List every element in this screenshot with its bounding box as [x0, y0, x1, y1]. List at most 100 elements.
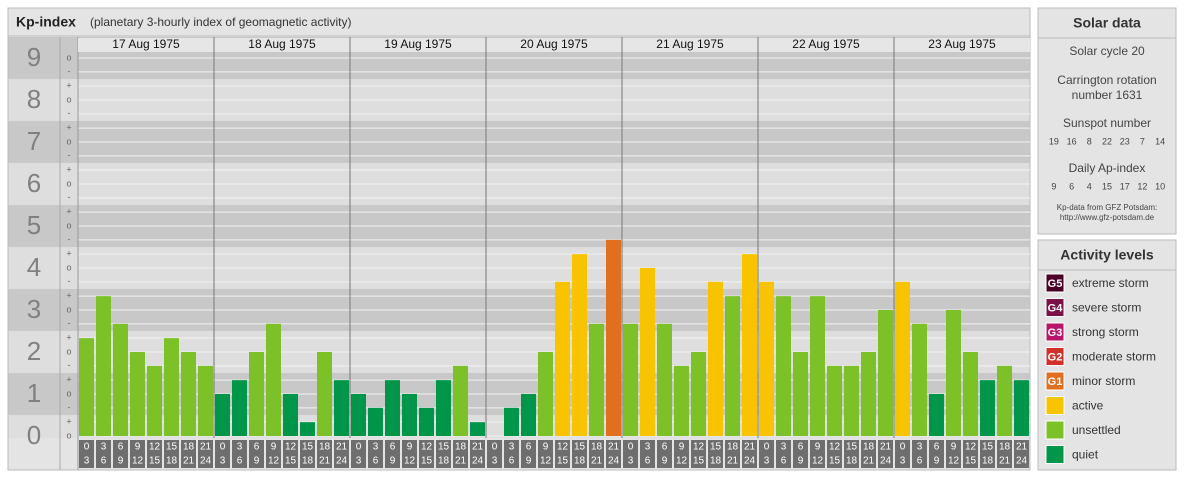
hour-label: 15 [438, 442, 450, 453]
legend-badge: G4 [1048, 302, 1064, 314]
hour-box [215, 440, 230, 468]
bar [878, 310, 893, 436]
hour-label: 3 [237, 442, 243, 453]
hour-label: 18 [999, 442, 1011, 453]
minor-tick-label: - [68, 192, 71, 202]
minor-tick-label: + [66, 291, 71, 301]
bar [963, 352, 978, 436]
title-bar [7, 7, 1031, 37]
hour-label: 15 [965, 456, 977, 467]
hour-box [402, 440, 417, 468]
hour-label: 12 [829, 442, 841, 453]
bar [589, 323, 604, 436]
hour-box [453, 440, 468, 468]
hour-label: 18 [438, 456, 450, 467]
minor-tick-label: o [66, 304, 71, 314]
hour-label: 15 [302, 442, 314, 453]
solar-header [1037, 7, 1177, 39]
hour-box [96, 440, 111, 468]
hour-label: 6 [237, 456, 243, 467]
bar [640, 268, 655, 436]
y-tick-label: 8 [27, 84, 41, 114]
hour-label: 9 [526, 456, 532, 467]
hour-label: 9 [543, 442, 549, 453]
chart-subtitle: (planetary 3-hourly index of geomagnetic… [90, 15, 351, 29]
hour-label: 18 [863, 442, 875, 453]
hour-label: 12 [268, 456, 280, 467]
hour-label: 12 [404, 456, 416, 467]
hour-box [912, 440, 927, 468]
hour-label: 21 [608, 442, 620, 453]
bar [334, 380, 349, 436]
minor-tick-label: + [66, 165, 71, 175]
bar [759, 281, 774, 436]
hour-label: 12 [557, 442, 569, 453]
hour-label: 0 [220, 442, 226, 453]
minor-tick-label: - [68, 150, 71, 160]
source: Kp-data from GFZ Potsdam: [1057, 203, 1157, 212]
solar-value: 6 [1069, 181, 1074, 191]
hour-box [895, 440, 910, 468]
bar [181, 352, 196, 436]
bar [317, 352, 332, 436]
hour-label: 18 [455, 442, 467, 453]
hour-label: 24 [472, 456, 484, 467]
bar [708, 281, 723, 436]
minor-tick-label: o [66, 262, 71, 272]
hour-box [130, 440, 145, 468]
legend-badge: G1 [1048, 376, 1063, 388]
solar-value: 12 [1137, 181, 1147, 191]
bar [929, 394, 944, 436]
hour-label: 15 [285, 456, 297, 467]
bar [895, 281, 910, 436]
y-tick-label: 7 [27, 126, 41, 156]
minor-tick-label: + [66, 81, 71, 91]
day-header [214, 38, 350, 52]
minor-tick-label: - [68, 360, 71, 370]
bar [504, 407, 519, 436]
legend-label: quiet [1072, 448, 1099, 462]
hour-label: 3 [492, 456, 498, 467]
hour-label: 3 [356, 456, 362, 467]
hour-label: 18 [591, 442, 603, 453]
legend-swatch [1045, 445, 1065, 464]
hour-label: 15 [421, 456, 433, 467]
bar [946, 310, 961, 436]
hour-box [351, 440, 366, 468]
minor-tick-label: o [66, 430, 71, 440]
hour-label: 9 [815, 442, 821, 453]
bar [130, 352, 145, 436]
legend-badge: G2 [1048, 351, 1063, 363]
hour-label: 18 [982, 456, 994, 467]
carrington: number 1631 [1072, 88, 1143, 102]
hour-label: 3 [509, 442, 515, 453]
hour-label: 3 [645, 442, 651, 453]
legend-swatch [1045, 420, 1065, 440]
bar [538, 352, 553, 436]
hour-box [317, 440, 332, 468]
hour-label: 12 [693, 442, 705, 453]
day-label: 18 Aug 1975 [248, 37, 316, 51]
source: http://www.gfz-potsdam.de [1060, 213, 1155, 222]
legend-swatch [1045, 298, 1065, 317]
bar [725, 296, 740, 436]
solar-value: 17 [1120, 181, 1130, 191]
hour-box [147, 440, 162, 468]
hour-label: 21 [455, 456, 467, 467]
solar-value: 14 [1155, 136, 1165, 146]
ap-title: Daily Ap-index [1069, 161, 1146, 175]
solar-value: 10 [1155, 181, 1165, 191]
hour-box [674, 440, 689, 468]
legend-swatch [1045, 396, 1065, 415]
hour-box [997, 440, 1012, 468]
hour-label: 12 [285, 442, 297, 453]
legend-label: strong storm [1072, 325, 1139, 339]
bar [827, 365, 842, 436]
solar-value: 9 [1051, 181, 1056, 191]
hour-label: 3 [917, 442, 923, 453]
bar [385, 380, 400, 436]
hour-box [79, 440, 94, 468]
day-header [78, 38, 214, 52]
legend-label: active [1072, 399, 1104, 413]
